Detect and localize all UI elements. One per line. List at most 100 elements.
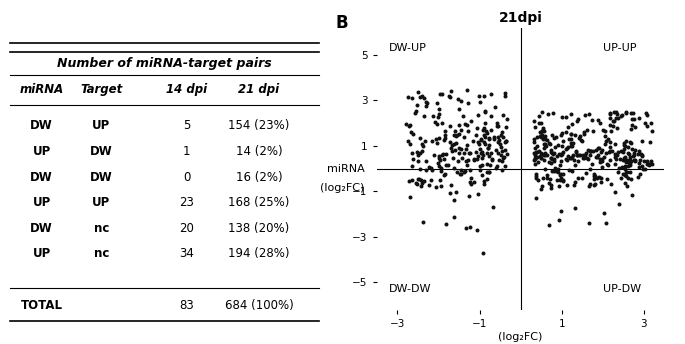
Point xyxy=(560,129,571,135)
Text: 83: 83 xyxy=(179,299,194,312)
Point xyxy=(432,100,443,106)
Point xyxy=(479,141,490,147)
Point xyxy=(549,159,560,164)
Point xyxy=(537,151,548,157)
Point xyxy=(479,109,490,114)
Point xyxy=(445,145,456,151)
Point xyxy=(449,165,460,171)
Point xyxy=(567,152,578,158)
Point xyxy=(592,154,603,160)
Point xyxy=(556,132,567,138)
Point xyxy=(461,163,472,168)
Point xyxy=(421,99,432,105)
Point xyxy=(536,183,547,188)
Point xyxy=(471,227,482,233)
Point xyxy=(619,147,630,152)
Point xyxy=(434,92,445,97)
Text: TOTAL: TOTAL xyxy=(21,299,62,312)
Point xyxy=(482,150,493,156)
Point xyxy=(550,168,561,173)
Point xyxy=(621,158,632,164)
Point xyxy=(616,164,627,170)
Point xyxy=(625,176,636,182)
Point xyxy=(593,152,603,158)
Point xyxy=(577,155,588,161)
Point xyxy=(641,159,652,164)
Point xyxy=(566,131,577,137)
Point xyxy=(418,143,429,148)
Point xyxy=(551,135,562,140)
Point xyxy=(627,153,638,159)
Point xyxy=(466,182,477,187)
Text: (log₂FC): (log₂FC) xyxy=(320,183,364,193)
Point xyxy=(566,154,577,159)
Point xyxy=(461,159,472,164)
Point xyxy=(546,155,557,161)
Point xyxy=(462,142,473,148)
Point xyxy=(440,162,451,168)
Point xyxy=(578,155,589,161)
Point xyxy=(584,181,595,187)
Point xyxy=(488,137,499,142)
Point xyxy=(540,133,551,139)
Point xyxy=(608,124,619,129)
Point xyxy=(438,151,449,157)
Point xyxy=(585,148,596,154)
Point xyxy=(542,173,553,178)
Text: miRNA: miRNA xyxy=(19,84,64,96)
Point xyxy=(530,149,541,155)
Point xyxy=(621,169,632,175)
Point xyxy=(592,176,603,181)
Point xyxy=(449,148,460,153)
Point xyxy=(613,150,624,155)
Point xyxy=(473,112,484,118)
Point xyxy=(547,110,558,116)
Point xyxy=(610,161,621,167)
Point xyxy=(500,138,511,143)
Point xyxy=(445,88,456,94)
Point xyxy=(621,174,632,179)
Point xyxy=(536,186,547,191)
Point xyxy=(542,138,553,143)
Point xyxy=(530,145,540,150)
Point xyxy=(462,129,473,134)
Point xyxy=(444,123,455,128)
Point xyxy=(640,120,651,126)
Point xyxy=(499,163,510,169)
Point xyxy=(538,152,549,157)
Point xyxy=(483,145,494,151)
Text: UP: UP xyxy=(92,119,110,132)
Point xyxy=(618,141,629,146)
Point xyxy=(617,157,628,162)
Point xyxy=(434,158,445,163)
Point xyxy=(625,139,636,144)
Point xyxy=(542,111,553,117)
Point xyxy=(584,148,595,154)
Point xyxy=(562,182,573,187)
Point xyxy=(484,153,495,159)
Point xyxy=(540,136,551,142)
Text: 14 dpi: 14 dpi xyxy=(166,84,207,96)
Point xyxy=(569,205,580,211)
Point xyxy=(573,136,584,141)
Point xyxy=(449,141,460,147)
Point xyxy=(417,180,428,185)
Point xyxy=(581,170,592,175)
Text: 168 (25%): 168 (25%) xyxy=(228,196,290,209)
Point xyxy=(611,111,622,117)
Point xyxy=(626,146,637,152)
Point xyxy=(465,224,476,230)
Point xyxy=(459,151,470,156)
Point xyxy=(497,168,508,173)
Point xyxy=(445,182,456,187)
Point xyxy=(623,151,634,157)
Point xyxy=(533,114,544,119)
Point xyxy=(547,132,558,138)
Point xyxy=(529,139,540,145)
Point xyxy=(637,163,648,169)
Point xyxy=(549,165,560,171)
Point xyxy=(596,150,607,155)
Point xyxy=(453,131,464,137)
Point xyxy=(478,127,489,133)
Point xyxy=(623,175,634,181)
